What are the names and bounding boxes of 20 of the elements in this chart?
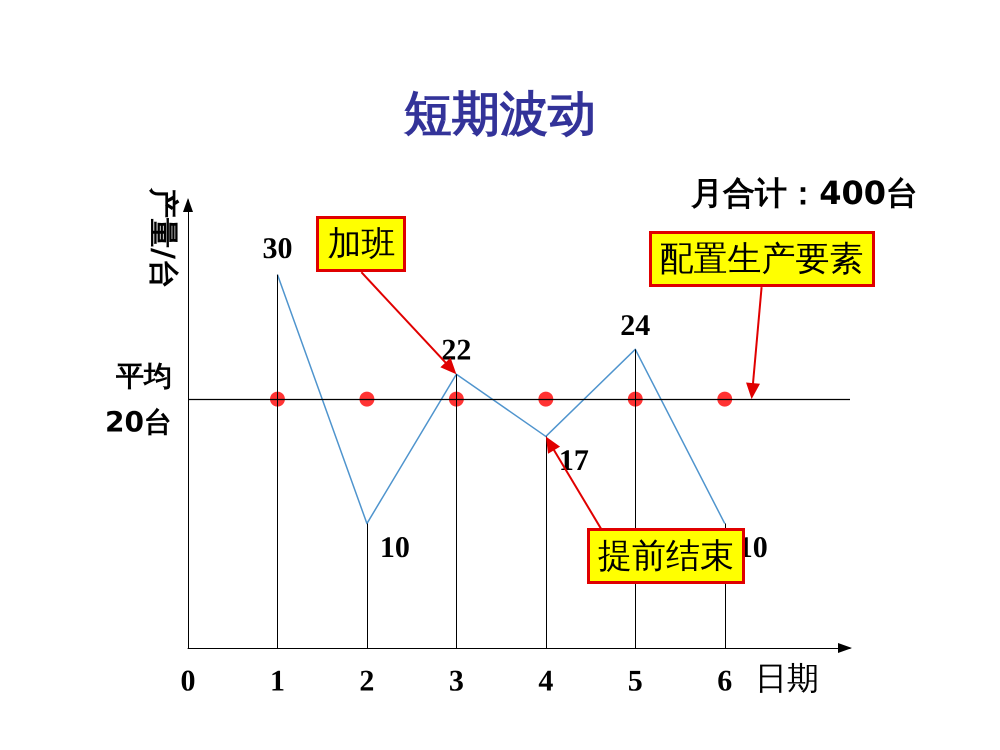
annotation: 加班: [316, 216, 406, 272]
x-tick-label: 3: [448, 664, 464, 698]
x-tick-label: 4: [538, 664, 554, 698]
x-tick-label: 5: [628, 664, 643, 698]
data-label: 30: [262, 232, 292, 266]
data-label: 17: [558, 444, 589, 477]
chart-title: 短期波动: [403, 86, 596, 142]
annotation: 月合计：400台: [691, 173, 918, 214]
data-label: 10: [380, 531, 410, 564]
x-tick-label: 2: [359, 664, 374, 698]
data-label: 24: [620, 308, 650, 342]
data-label: 22: [441, 334, 472, 367]
annotation: 提前结束: [598, 536, 734, 576]
annotation: 配置生产要素: [648, 231, 875, 288]
y-axis-title: 产量/台: [146, 187, 180, 289]
x-tick-label: 1: [270, 664, 285, 698]
x-tick-label: 6: [717, 664, 732, 698]
x-axis-title: 日期: [755, 659, 819, 697]
ref-line-label: 平均 20台: [105, 360, 172, 439]
x-tick-label: 0: [180, 664, 196, 698]
